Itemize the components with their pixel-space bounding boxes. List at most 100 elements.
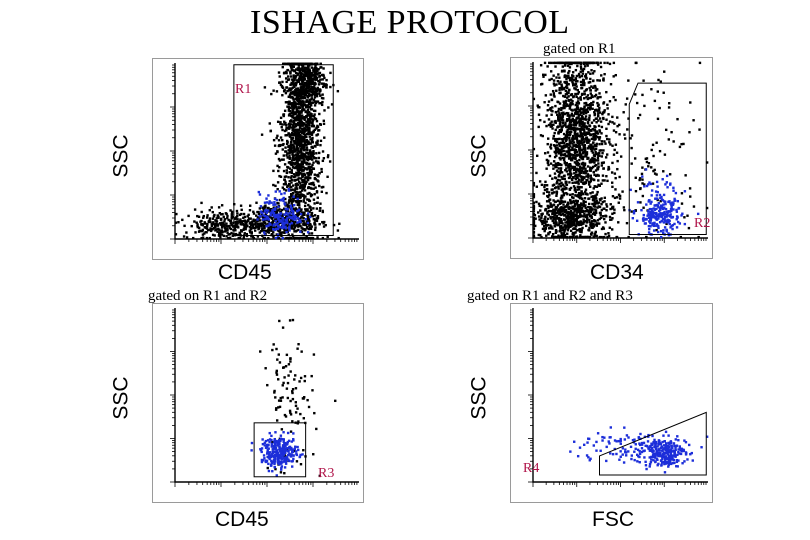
data-point	[576, 92, 580, 95]
data-point	[235, 225, 239, 228]
data-point	[567, 226, 570, 229]
data-point	[286, 152, 289, 155]
data-point	[280, 158, 284, 161]
data-point	[272, 169, 275, 173]
data-point	[314, 157, 318, 160]
data-point	[299, 67, 302, 70]
data-point	[306, 82, 310, 85]
data-point	[580, 134, 584, 138]
data-point	[297, 157, 300, 161]
data-point	[577, 222, 580, 225]
data-point	[252, 223, 255, 226]
data-point	[244, 225, 248, 229]
data-point	[297, 66, 300, 70]
data-point	[556, 199, 560, 203]
data-point	[287, 88, 291, 92]
data-point	[309, 223, 312, 227]
data-point	[287, 205, 291, 208]
data-point	[560, 213, 563, 216]
data-point	[614, 131, 618, 134]
data-point	[572, 75, 575, 78]
data-point	[308, 116, 312, 119]
data-point	[556, 125, 560, 128]
data-point	[275, 347, 278, 351]
data-point	[301, 144, 304, 148]
data-point	[583, 93, 586, 96]
data-point	[318, 184, 321, 188]
data-point	[291, 191, 295, 195]
data-point	[598, 130, 602, 133]
data-point	[308, 76, 312, 79]
data-point	[252, 219, 256, 223]
data-point	[574, 124, 577, 127]
data-point	[296, 203, 300, 207]
data-point	[283, 178, 286, 181]
data-point	[562, 203, 565, 206]
data-point	[314, 223, 317, 226]
data-point	[303, 78, 306, 81]
data-point	[608, 215, 612, 219]
data-point	[611, 144, 614, 147]
data-point	[293, 76, 296, 80]
data-point	[543, 152, 547, 155]
data-point	[663, 217, 666, 220]
data-point	[318, 75, 321, 78]
data-point	[290, 137, 294, 141]
data-point	[294, 187, 297, 190]
data-point	[303, 185, 307, 188]
data-point	[236, 221, 239, 224]
data-point	[558, 128, 562, 132]
data-point	[299, 121, 302, 124]
data-point	[315, 127, 318, 130]
data-point	[566, 91, 569, 94]
data-point	[608, 226, 612, 229]
data-point	[307, 106, 311, 109]
data-point	[665, 174, 669, 178]
data-point	[312, 183, 316, 187]
data-point	[596, 159, 600, 162]
data-point	[314, 109, 317, 113]
data-point	[574, 109, 578, 112]
data-point	[546, 204, 549, 208]
data-point	[548, 61, 551, 65]
data-point	[575, 153, 579, 156]
data-point	[571, 216, 575, 220]
data-point	[549, 93, 552, 96]
data-point	[306, 125, 309, 129]
data-point	[312, 130, 315, 133]
data-point	[304, 89, 307, 93]
data-point	[293, 166, 297, 170]
data-point	[549, 122, 552, 125]
data-point	[303, 123, 306, 126]
data-point	[318, 474, 322, 478]
data-point	[282, 381, 285, 385]
data-point	[303, 75, 307, 78]
data-point	[568, 207, 571, 211]
data-point	[571, 117, 574, 120]
data-point	[643, 104, 646, 108]
data-point	[287, 145, 290, 149]
data-point	[687, 226, 691, 230]
data-point	[240, 212, 243, 216]
data-point	[585, 153, 589, 156]
data-point	[295, 224, 299, 227]
data-point	[552, 221, 556, 225]
data-point	[566, 64, 570, 67]
data-point	[246, 215, 249, 218]
data-point	[282, 196, 285, 200]
data-point	[284, 150, 287, 153]
data-point	[657, 78, 660, 82]
data-point	[212, 221, 215, 224]
data-point	[575, 85, 578, 88]
data-point	[590, 61, 593, 65]
data-point	[582, 112, 585, 116]
data-point	[564, 89, 568, 93]
data-point	[267, 224, 270, 227]
data-point	[563, 185, 566, 188]
data-point	[604, 221, 607, 224]
data-point	[554, 207, 558, 211]
data-point	[592, 158, 596, 162]
data-point	[560, 163, 563, 167]
data-point	[577, 209, 581, 212]
data-point	[304, 110, 307, 114]
